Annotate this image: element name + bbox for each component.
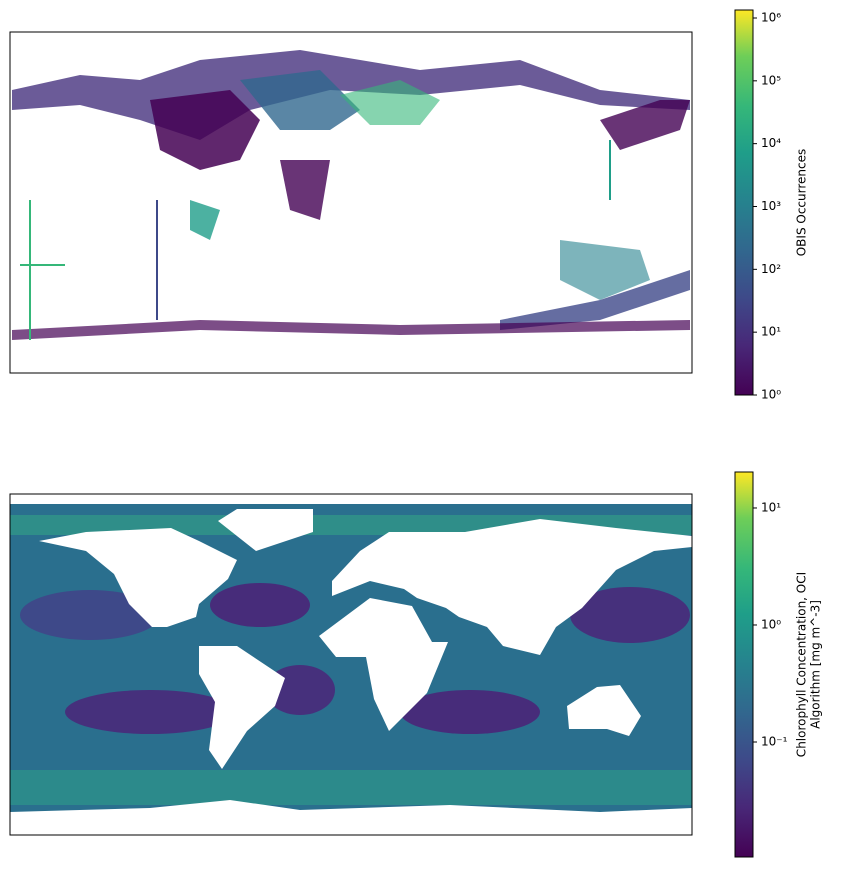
colorbar-tick-label: 10² xyxy=(761,262,781,276)
colorbar-tick-label: 10¹ xyxy=(761,500,781,514)
colorbar-tick-label: 10³ xyxy=(761,199,781,213)
axes-frame xyxy=(9,31,693,374)
colorbar-tick-label: 10⁶ xyxy=(761,10,781,24)
colorbar-tick-label: 10⁴ xyxy=(761,136,781,150)
colorbar-label: Algorithm [mg m^-3] xyxy=(809,600,823,729)
obis-map xyxy=(10,32,692,373)
colorbar-tick-label: 10⁻¹ xyxy=(761,734,788,748)
colorbar-tick-label: 10⁵ xyxy=(761,73,781,87)
axes-frame xyxy=(9,493,693,836)
chlorophyll-map xyxy=(10,494,692,835)
colorbar-label: OBIS Occurrences xyxy=(795,149,809,257)
colorbar-tick-label: 10⁰ xyxy=(761,388,781,402)
colorbar xyxy=(734,9,754,396)
colorbar xyxy=(734,471,754,858)
colorbar-tick-label: 10⁰ xyxy=(761,617,781,631)
colorbar-tick-label: 10¹ xyxy=(761,325,781,339)
colorbar-label: Chlorophyll Concentration, OCI xyxy=(795,572,809,757)
